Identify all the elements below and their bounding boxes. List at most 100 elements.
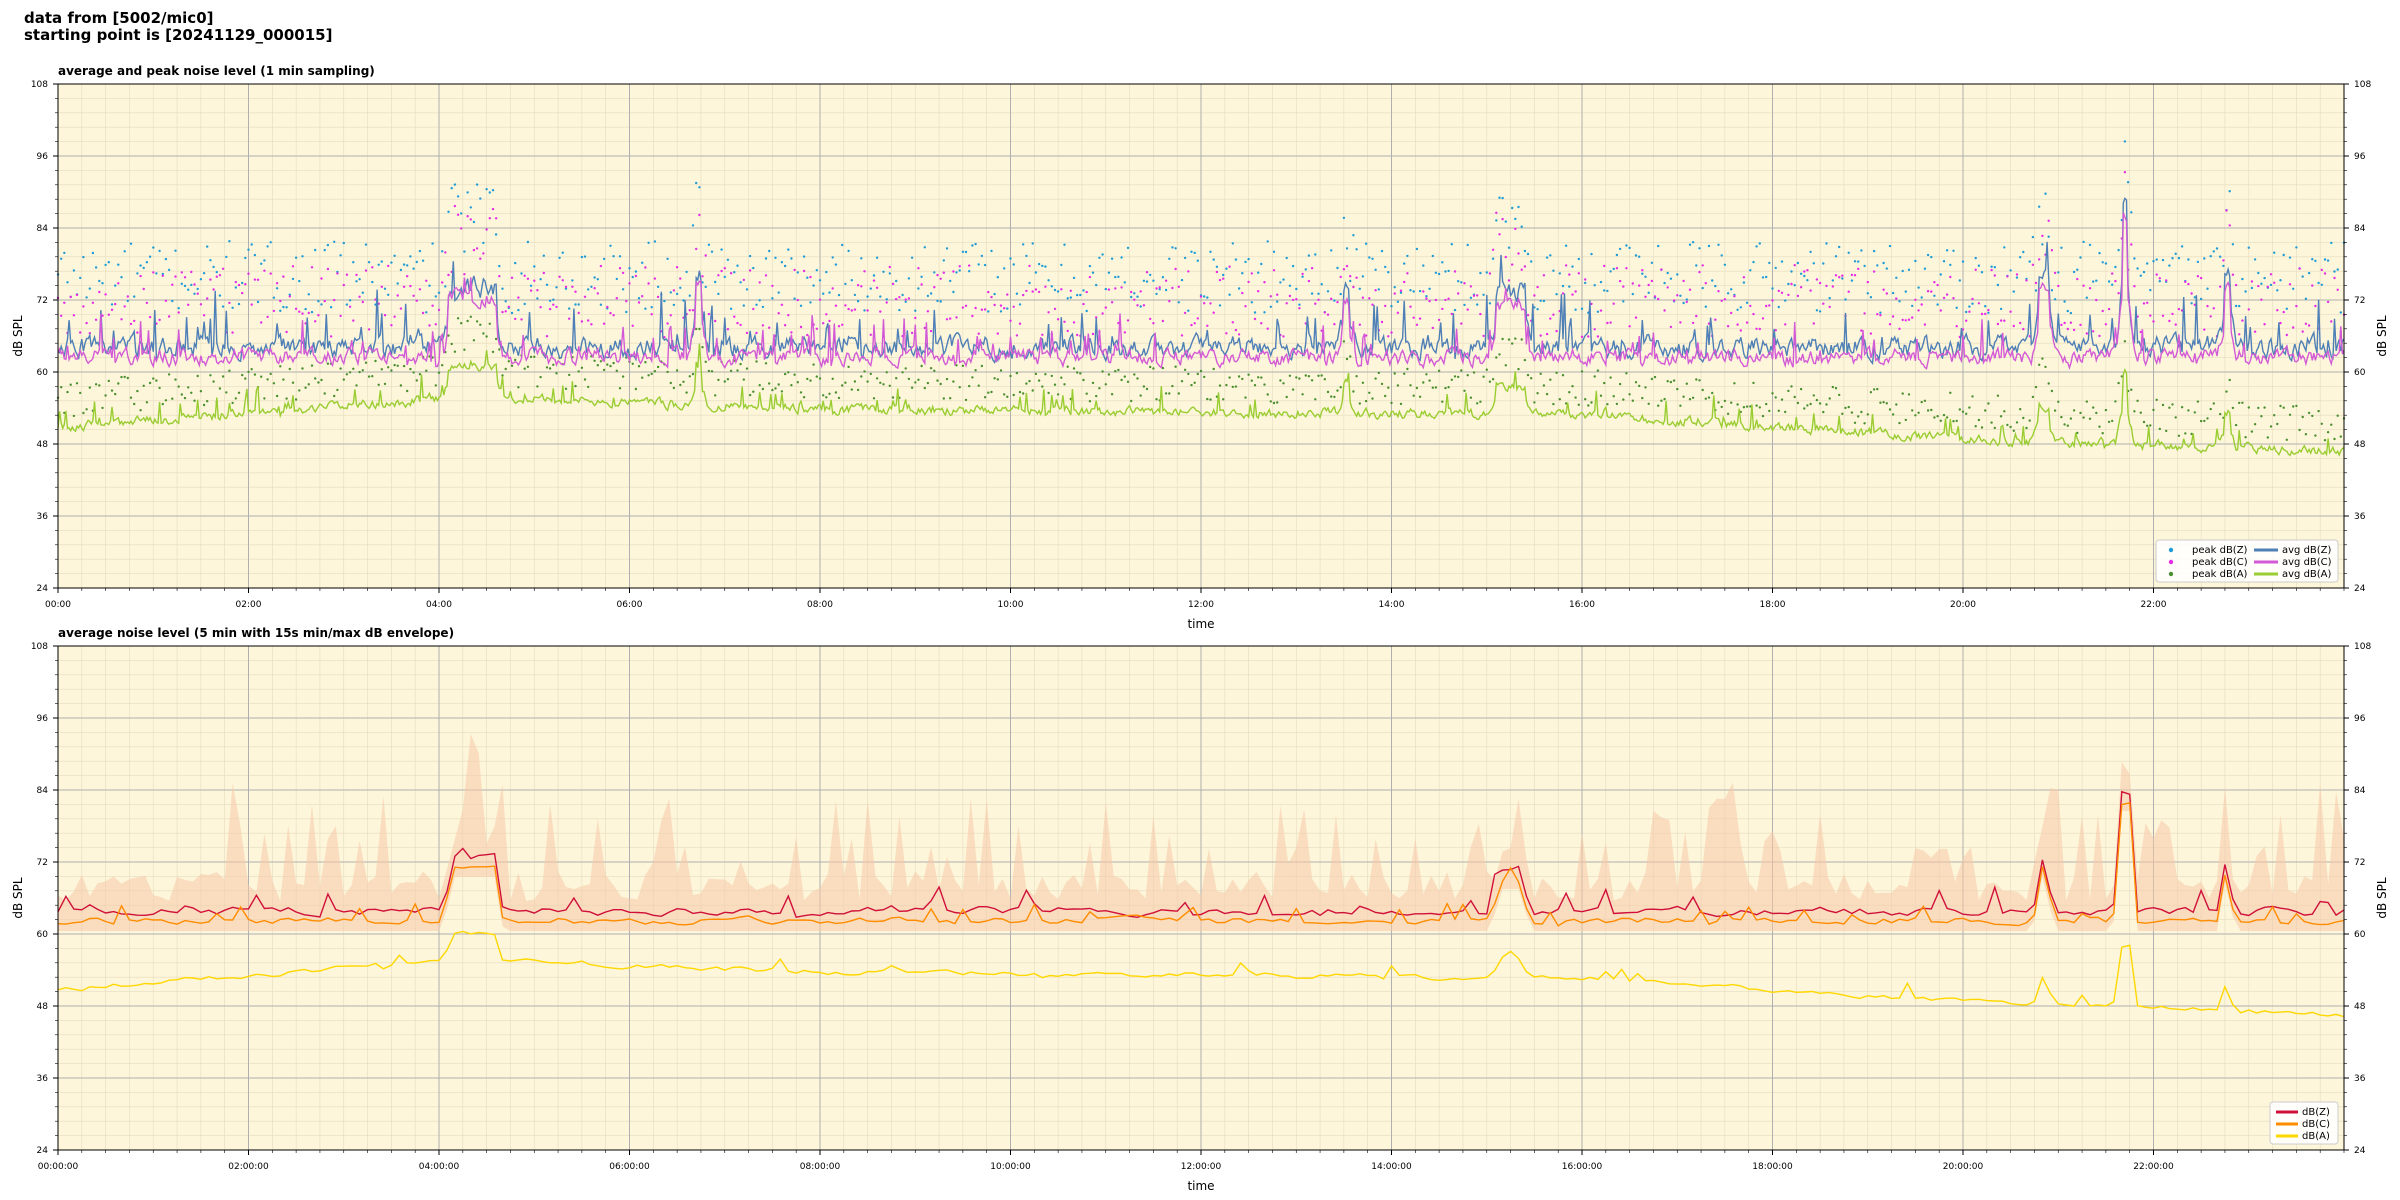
peak-point	[1641, 272, 1644, 275]
peak-point	[1434, 271, 1438, 274]
peak-point	[974, 369, 977, 372]
peak-point	[298, 310, 301, 313]
peak-point	[999, 310, 1003, 313]
peak-point	[910, 386, 914, 389]
peak-point	[1180, 278, 1184, 282]
peak-point	[752, 307, 755, 311]
peak-point	[244, 377, 247, 380]
peak-point	[2231, 406, 2235, 410]
peak-point	[1155, 398, 1158, 401]
peak-point	[952, 380, 955, 383]
peak-point	[1234, 385, 1238, 388]
peak-point	[221, 267, 225, 270]
peak-point	[2307, 324, 2311, 327]
peak-point	[1482, 293, 1485, 296]
peak-point	[361, 369, 364, 372]
peak-point	[317, 381, 320, 384]
peak-point	[806, 333, 809, 337]
peak-point	[2244, 436, 2247, 439]
peak-point	[1612, 267, 1615, 271]
legend-label: dB(Z)	[2302, 1107, 2330, 1118]
peak-point	[79, 391, 82, 395]
peak-point	[2101, 309, 2104, 313]
peak-point	[488, 322, 491, 325]
peak-point	[1968, 305, 1971, 308]
peak-point	[545, 335, 549, 338]
peak-point	[2104, 408, 2108, 412]
peak-point	[1155, 292, 1158, 296]
peak-point	[875, 286, 879, 289]
peak-point	[1552, 402, 1555, 406]
peak-point	[780, 261, 784, 264]
peak-point	[1396, 311, 1400, 314]
peak-point	[2292, 326, 2295, 329]
peak-point	[2158, 277, 2161, 280]
peak-point	[1164, 288, 1168, 292]
peak-point	[1425, 373, 1428, 376]
peak-point	[2041, 243, 2044, 246]
peak-point	[1733, 295, 1736, 298]
peak-point	[367, 261, 371, 264]
y-tick-label-right: 48	[2354, 1002, 2366, 1012]
peak-point	[456, 213, 460, 216]
peak-point	[1730, 288, 1733, 291]
peak-point	[1644, 275, 1647, 278]
peak-point	[2098, 251, 2101, 255]
peak-point	[1968, 310, 1971, 313]
peak-point	[1371, 397, 1374, 400]
peak-point	[596, 292, 599, 295]
peak-point	[1857, 260, 1860, 263]
peak-point	[307, 383, 310, 386]
peak-point	[2180, 406, 2184, 409]
peak-point	[237, 283, 241, 287]
peak-point	[158, 318, 161, 322]
peak-point	[1069, 296, 1073, 299]
peak-point	[1025, 289, 1028, 293]
peak-point	[206, 297, 209, 300]
peak-point	[1472, 294, 1476, 297]
peak-point	[717, 274, 720, 277]
peak-point	[952, 270, 955, 273]
peak-point	[2323, 439, 2327, 442]
peak-point	[526, 277, 530, 280]
peak-point	[936, 273, 939, 277]
peak-point	[748, 254, 752, 258]
peak-point	[1911, 409, 1914, 412]
peak-point	[2301, 415, 2304, 419]
peak-point	[685, 391, 688, 394]
peak-point	[758, 281, 761, 284]
peak-point	[806, 276, 809, 279]
peak-point	[729, 369, 733, 372]
peak-point	[1539, 299, 1542, 302]
peak-point	[1679, 321, 1682, 324]
peak-point	[580, 320, 584, 323]
peak-point	[1025, 382, 1028, 385]
peak-point	[304, 386, 307, 389]
y-tick-label-right: 60	[2354, 930, 2366, 940]
peak-point	[618, 255, 622, 258]
peak-point	[1018, 322, 1022, 325]
peak-point	[1812, 262, 1816, 265]
peak-point	[2012, 324, 2016, 328]
peak-point	[1691, 396, 1695, 399]
peak-point	[1885, 402, 1889, 405]
peak-point	[999, 304, 1003, 307]
peak-point	[1666, 380, 1669, 383]
peak-point	[1352, 234, 1355, 237]
peak-point	[517, 296, 520, 299]
peak-point	[2146, 424, 2149, 427]
peak-point	[1374, 377, 1377, 380]
x-tick-label: 04:00	[426, 600, 452, 610]
peak-point	[580, 255, 584, 259]
peak-point	[1895, 297, 1898, 300]
peak-point	[2076, 277, 2079, 281]
peak-point	[1517, 367, 1520, 371]
peak-point	[2111, 419, 2114, 423]
y-tick-label-right: 24	[2354, 1146, 2366, 1156]
peak-point	[1644, 295, 1647, 298]
peak-point	[1891, 291, 1895, 295]
peak-point	[1631, 282, 1635, 285]
peak-point	[866, 309, 869, 312]
peak-point	[107, 261, 111, 264]
peak-point	[2234, 304, 2238, 308]
